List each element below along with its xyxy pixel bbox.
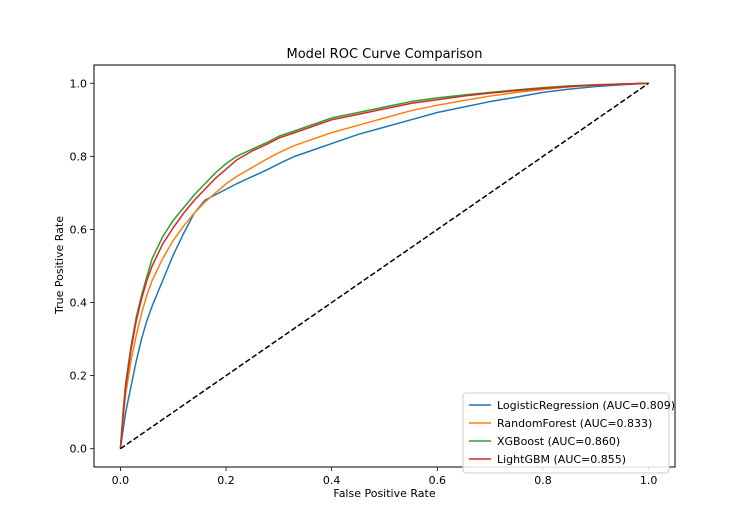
y-tick-label: 0.8 [70, 150, 88, 163]
legend-label-randomforest: RandomForest (AUC=0.833) [497, 417, 652, 430]
y-axis-ticks: 0.0 0.2 0.4 0.6 0.8 1.0 [70, 77, 94, 456]
y-tick-label: 0.6 [70, 223, 88, 236]
legend: LogisticRegression (AUC=0.809) RandomFore… [462, 392, 675, 474]
y-tick-label: 0.0 [70, 443, 88, 456]
x-tick-label: 0.6 [429, 474, 447, 487]
y-tick-label: 0.2 [70, 370, 88, 383]
y-tick-label: 0.4 [70, 297, 88, 310]
x-tick-label: 0.0 [112, 474, 130, 487]
y-tick-label: 1.0 [70, 77, 88, 90]
x-tick-label: 0.8 [534, 474, 552, 487]
x-axis-label: False Positive Rate [333, 487, 435, 500]
x-tick-label: 0.2 [217, 474, 235, 487]
legend-label-logisticregression: LogisticRegression (AUC=0.809) [497, 399, 675, 412]
legend-label-lightgbm: LightGBM (AUC=0.855) [497, 453, 626, 466]
legend-label-xgboost: XGBoost (AUC=0.860) [497, 435, 620, 448]
roc-line-logisticregression [119, 82, 649, 449]
legend-box [462, 392, 670, 474]
roc-line-randomforest [119, 82, 649, 449]
plot-frame [93, 64, 676, 468]
roc-line-lightgbm [119, 82, 649, 449]
plot-content [119, 82, 650, 450]
chance-diagonal-line [119, 82, 650, 450]
chart-title: Model ROC Curve Comparison [287, 47, 483, 62]
x-tick-label: 0.4 [323, 474, 341, 487]
y-axis-label: True Positive Rate [53, 216, 66, 315]
x-tick-label: 1.0 [640, 474, 658, 487]
